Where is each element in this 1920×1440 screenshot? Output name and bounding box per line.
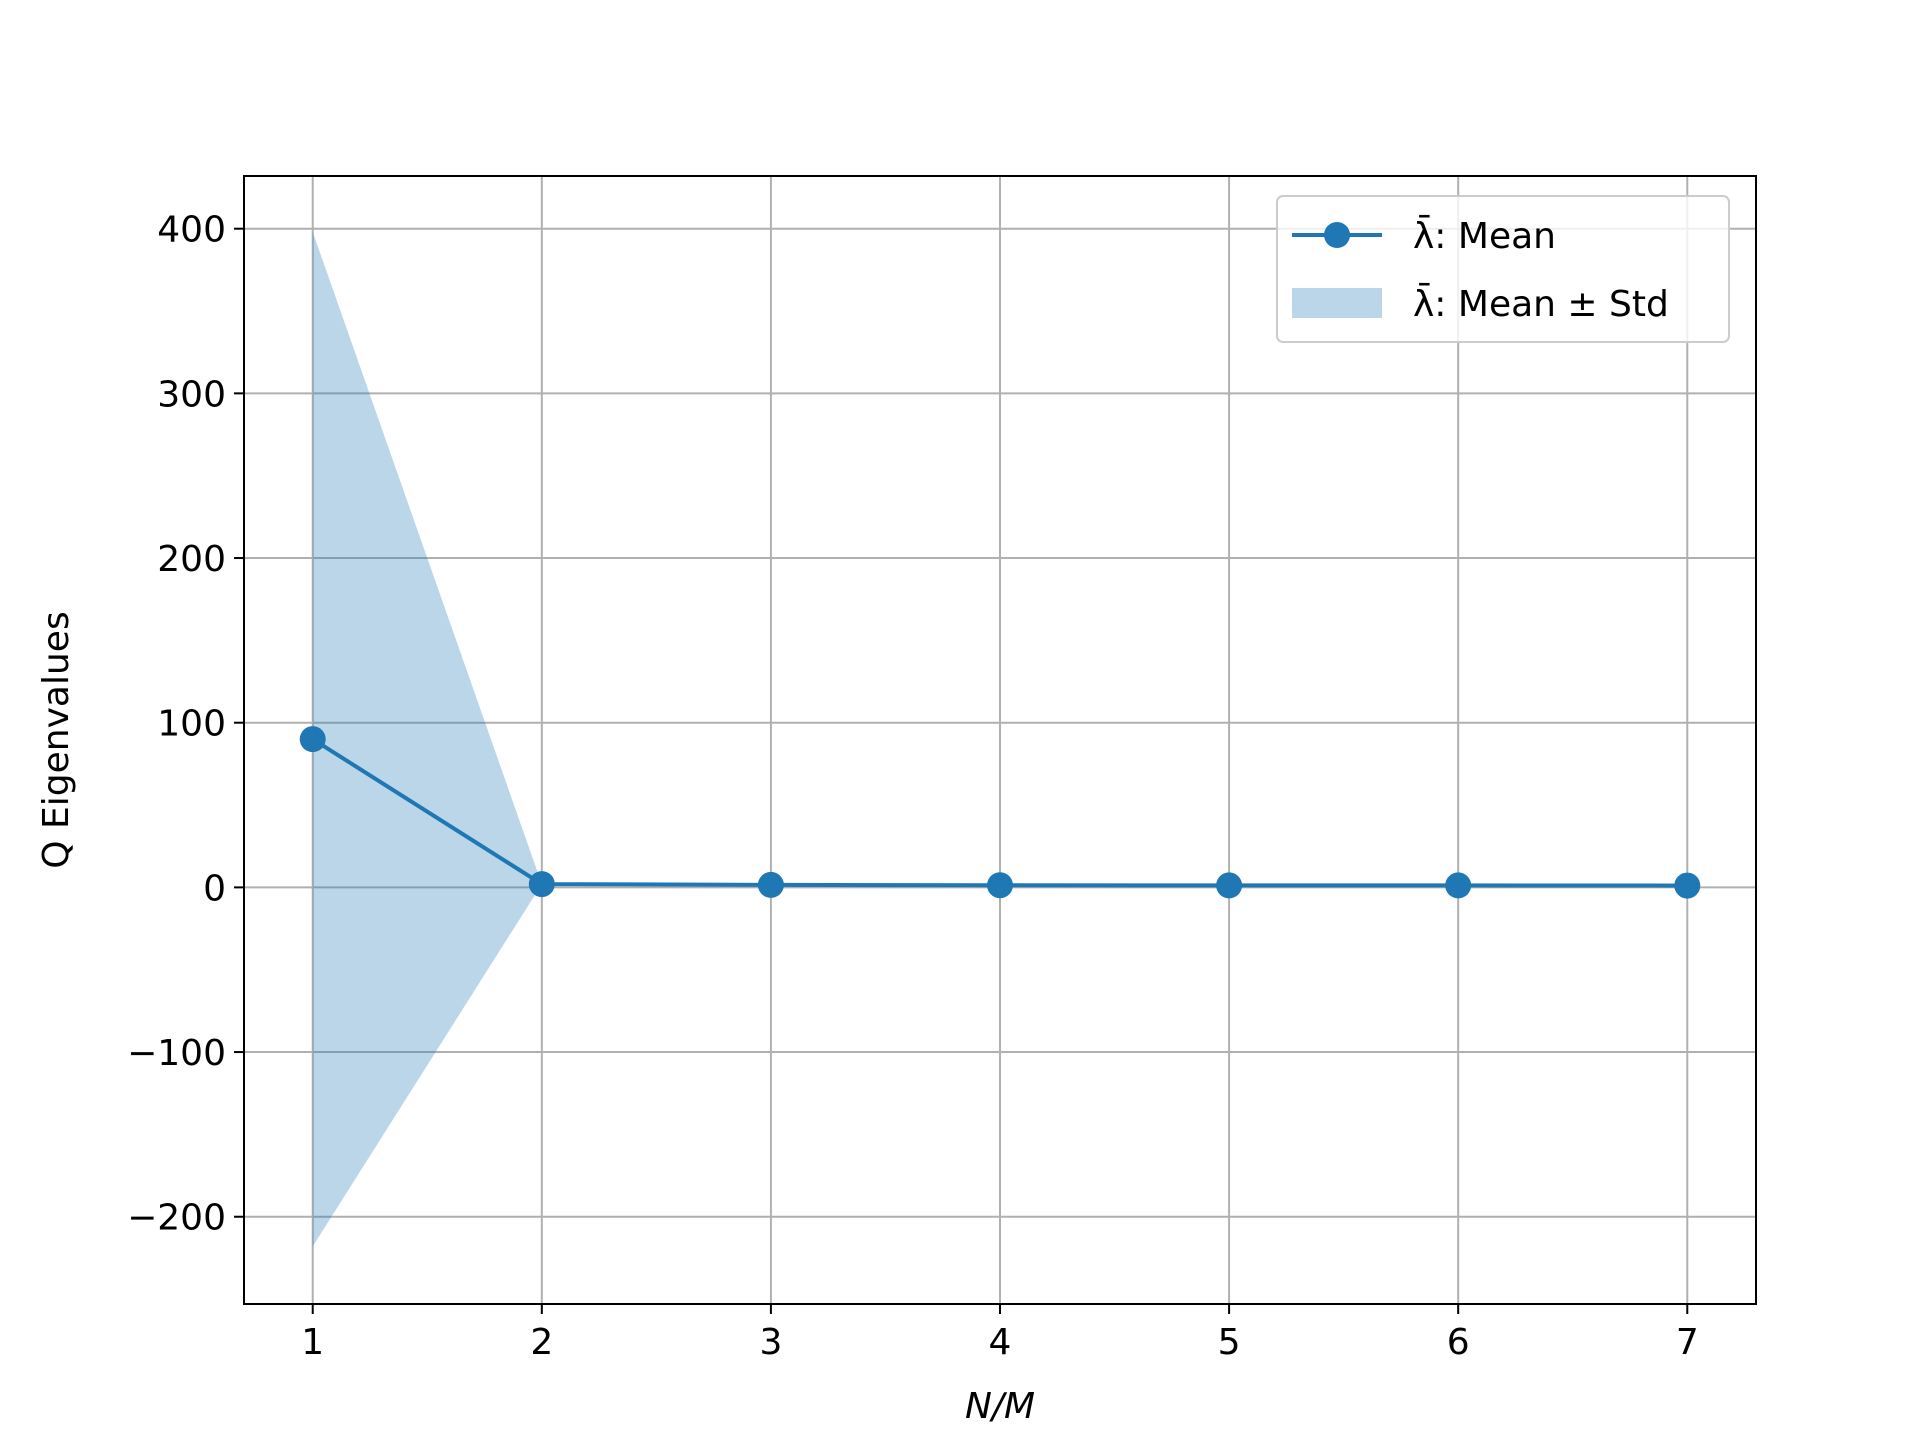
mean-series — [299, 726, 1701, 899]
mean-point — [757, 871, 784, 898]
legend-label-band: λ̄: Mean ± Std — [1413, 282, 1669, 325]
y-axis-label: Q Eigenvalues — [36, 611, 77, 868]
y-axis-ticks: −200 −100 0 100 200 300 400 — [127, 210, 244, 1239]
y-tick-label: 400 — [157, 210, 226, 251]
legend-band-swatch — [1292, 288, 1382, 318]
x-tick-label: 6 — [1447, 1322, 1470, 1363]
x-tick-label: 7 — [1676, 1322, 1699, 1363]
mean-point — [1216, 872, 1243, 899]
y-tick-label: −100 — [127, 1033, 226, 1074]
x-tick-label: 3 — [759, 1322, 782, 1363]
x-axis-ticks: 1 2 3 4 5 6 7 — [301, 1304, 1699, 1363]
mean-point — [1445, 872, 1472, 899]
y-tick-label: −200 — [127, 1198, 226, 1239]
legend: λ̄: Mean λ̄: Mean ± Std — [1276, 195, 1730, 343]
mean-point — [299, 726, 326, 753]
mean-point — [528, 871, 555, 898]
mean-point — [987, 872, 1013, 899]
legend-box — [1276, 195, 1730, 343]
x-axis-label: N/M — [965, 1386, 1035, 1427]
x-tick-label: 1 — [301, 1322, 324, 1363]
y-tick-label: 100 — [157, 704, 226, 745]
x-tick-label: 5 — [1218, 1322, 1241, 1363]
legend-mean-marker-swatch — [1324, 222, 1350, 248]
y-tick-label: 200 — [157, 539, 226, 580]
y-tick-label: 0 — [203, 868, 226, 909]
x-tick-label: 4 — [989, 1322, 1012, 1363]
legend-label-mean: λ̄: Mean — [1413, 214, 1556, 257]
y-tick-label: 300 — [157, 374, 226, 415]
x-tick-label: 2 — [530, 1322, 553, 1363]
mean-point — [1674, 872, 1701, 899]
